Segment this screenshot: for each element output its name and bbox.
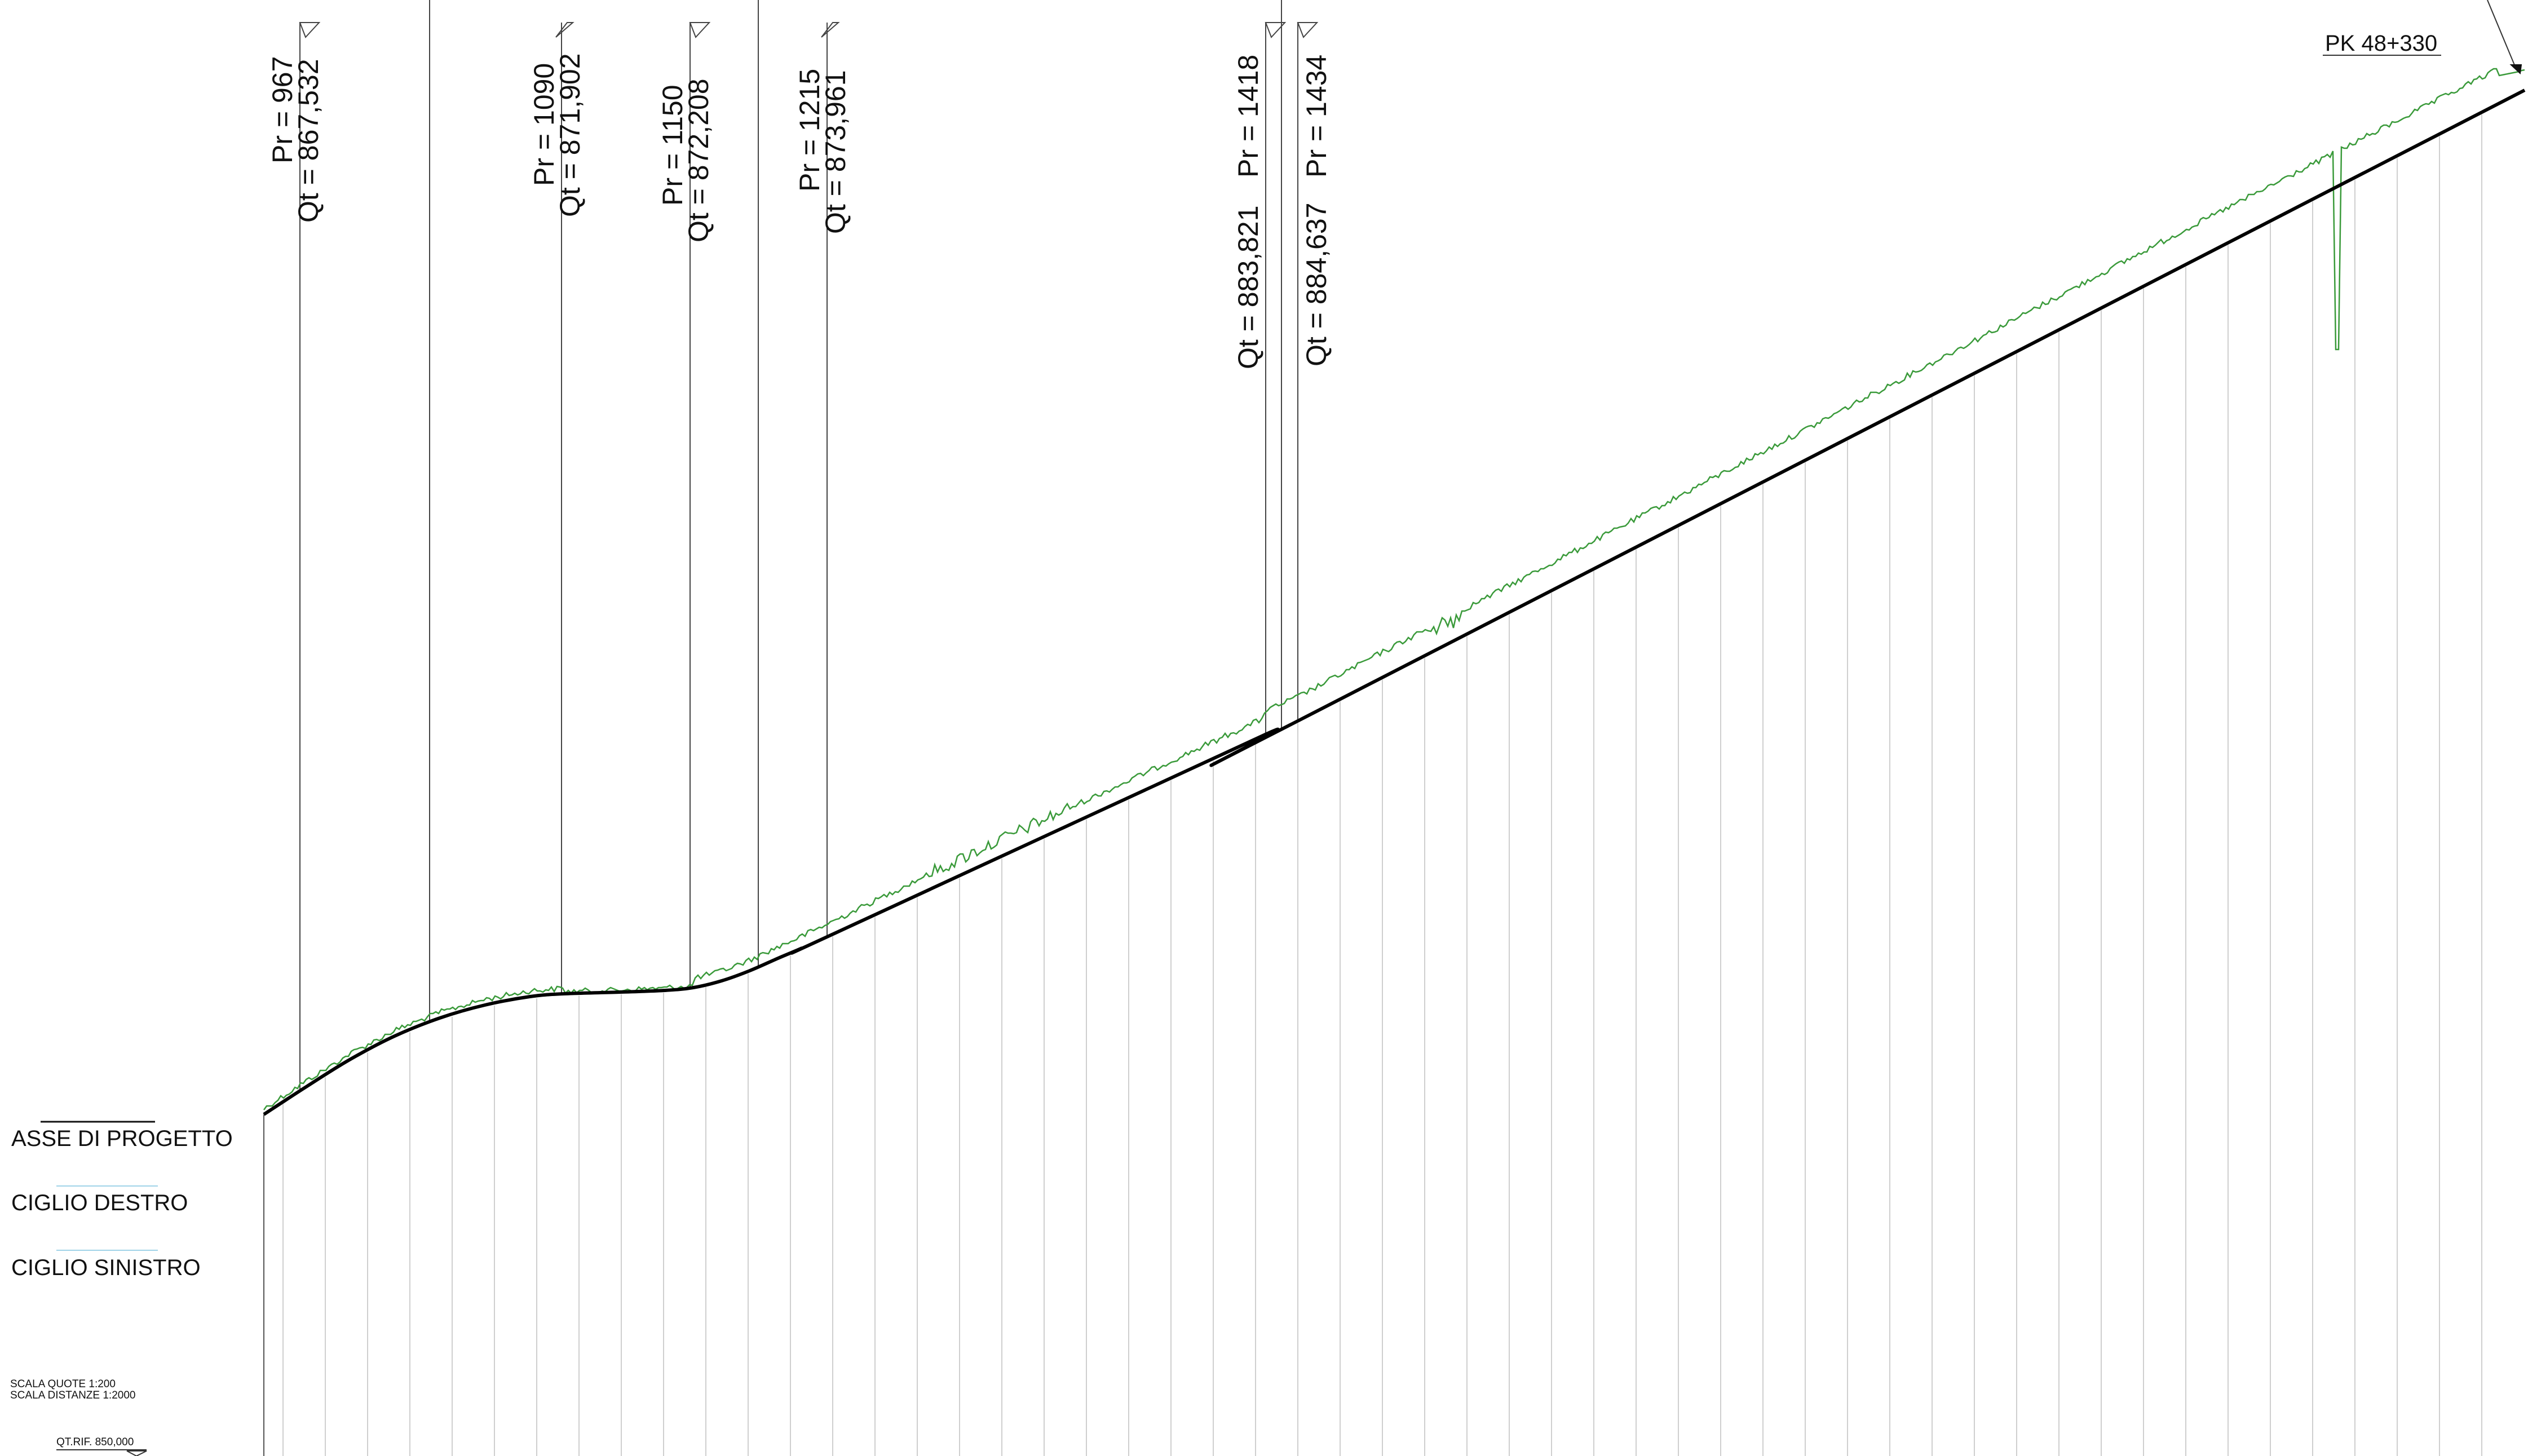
station-pr-label: Pr = 1434 <box>1301 55 1332 178</box>
station-pr-label: Pr = 1418 <box>1232 55 1264 178</box>
station-triangle-icon <box>299 22 321 38</box>
station-qt-label: Qt = 883,821 <box>1232 205 1264 369</box>
station-qt-label: Qt = 884,637 <box>1301 202 1332 366</box>
end-arrow-icon <box>2509 64 2522 75</box>
end-marker: PK 48+330 <box>2323 0 2522 75</box>
reference-triangle-icon <box>126 1450 147 1456</box>
legend-lines <box>41 1121 158 1456</box>
station-pr-label: Pr = 1215 <box>794 69 825 192</box>
station-qt-label: Qt = 867,532 <box>293 59 324 223</box>
station-pr-label: Pr = 967 <box>267 56 298 163</box>
end-marker-leader <box>2487 0 2516 68</box>
scale-distanze: SCALA DISTANZE 1:2000 <box>10 1389 136 1401</box>
station-qt-label: Qt = 871,902 <box>554 53 586 217</box>
terrain-profile-line <box>263 68 2525 1110</box>
legend-ciglio-destro: CIGLIO DESTRO <box>11 1191 188 1215</box>
station-pr-label: Pr = 1090 <box>528 63 560 186</box>
design-axis-line <box>263 88 2526 1116</box>
station-triangle-icon <box>1297 22 1319 38</box>
station-triangle-icon <box>1265 22 1287 38</box>
reference-elevation: QT.RIF. 850,000 <box>56 1436 134 1448</box>
legend-asse-di-progetto: ASSE DI PROGETTO <box>11 1126 233 1151</box>
scale-quote: SCALA QUOTE 1:200 <box>10 1378 116 1390</box>
legend-ciglio-sinistro: CIGLIO SINISTRO <box>11 1255 201 1280</box>
station-pr-label: Pr = 1150 <box>657 85 688 206</box>
station-triangle-icon <box>555 22 574 38</box>
end-marker-label: PK 48+330 <box>2325 31 2437 56</box>
vertical-grid <box>263 114 2482 1456</box>
station-triangle-icon <box>689 22 711 38</box>
station-qt-label: Qt = 872,208 <box>683 78 714 242</box>
station-triangle-icon <box>821 22 840 38</box>
station-qt-label: Qt = 873,961 <box>820 70 851 234</box>
